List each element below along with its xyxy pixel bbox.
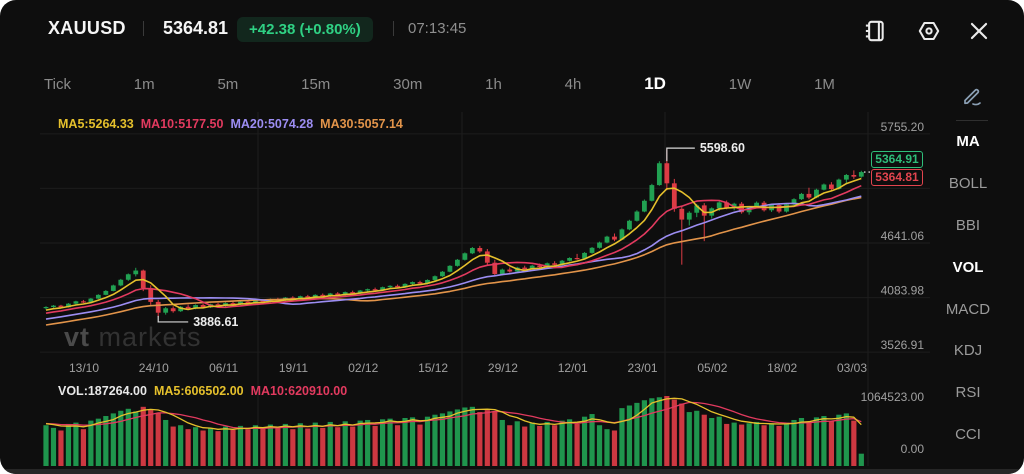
date-axis-label: 29/12 <box>488 361 518 375</box>
last-price: 5364.81 <box>163 17 229 38</box>
server-time: 07:13:45 <box>408 19 467 37</box>
indicator-RSI[interactable]: RSI <box>955 384 981 401</box>
indicator-CCI[interactable]: CCI <box>955 426 981 443</box>
timeframe-tabs: Tick 1m 5m 15m 30m 1h 4h 1D 1W 1M <box>0 62 935 106</box>
divider <box>143 21 144 36</box>
date-axis-label: 19/11 <box>279 361 308 375</box>
tab-1M[interactable]: 1M <box>814 75 835 93</box>
price-axis-label: 5755.20 <box>881 120 925 134</box>
volume-legend: VOL:187264.00 MA5:606502.00 MA10:620910.00 <box>58 384 354 398</box>
settings-icon[interactable] <box>916 18 942 44</box>
ma-legend-item: MA10:5177.50 <box>140 117 224 131</box>
sidebar-divider <box>956 120 988 121</box>
journal-icon[interactable] <box>861 18 887 44</box>
ma-legend-item: MA20:5074.28 <box>230 117 314 131</box>
bottom-edge-strip <box>0 469 1024 474</box>
tab-15m[interactable]: 15m <box>301 75 331 93</box>
price-axis-label: 4641.06 <box>881 229 925 243</box>
price-axis-label: 4083.98 <box>881 284 925 298</box>
vol-legend-item: MA10:620910.00 <box>250 384 348 398</box>
ma-legend: MA5:5264.33 MA10:5177.50 MA20:5074.28 MA30:… <box>58 117 410 131</box>
ma-legend-item: MA5:5264.33 <box>58 117 134 131</box>
date-axis-label: 24/10 <box>139 361 169 375</box>
price-axis-label: 3526.91 <box>881 338 925 352</box>
tab-1h[interactable]: 1h <box>485 75 502 93</box>
indicator-VOL[interactable]: VOL <box>952 259 984 276</box>
symbol-title: XAUUSD <box>48 17 126 38</box>
top-bar: XAUUSD 5364.81 +42.38 (+0.80%) 07:13:45 <box>0 0 1024 56</box>
date-axis-label: 15/12 <box>418 361 448 375</box>
indicator-MA[interactable]: MA <box>956 133 980 150</box>
tab-1W[interactable]: 1W <box>728 75 752 93</box>
broker-watermark: vt markets <box>64 322 202 352</box>
divider <box>393 21 394 36</box>
ma-legend-item: MA30:5057.14 <box>320 117 403 131</box>
vol-legend-item: VOL:187264.00 <box>58 384 147 398</box>
tab-1D[interactable]: 1D <box>644 74 666 93</box>
low-price-annotation: 3886.61 <box>193 315 238 329</box>
date-axis-label: 03/03 <box>837 361 867 375</box>
tab-4h[interactable]: 4h <box>564 75 582 93</box>
tab-5m[interactable]: 5m <box>217 75 239 93</box>
volume-axis-label: 0.00 <box>901 442 925 456</box>
price-change-badge: +42.38 (+0.80%) <box>237 17 373 42</box>
indicator-BBI[interactable]: BBI <box>955 217 981 234</box>
ask-price-badge: 5364.81 <box>871 169 923 186</box>
date-axis-label: 13/10 <box>69 361 99 375</box>
high-price-annotation: 5598.60 <box>700 141 745 155</box>
indicator-KDJ[interactable]: KDJ <box>953 342 983 359</box>
indicator-MACD[interactable]: MACD <box>945 301 991 318</box>
tab-1m[interactable]: 1m <box>133 75 155 93</box>
date-axis-label: 06/11 <box>209 361 238 375</box>
tab-Tick[interactable]: Tick <box>44 75 71 93</box>
date-axis-label: 02/12 <box>348 361 378 375</box>
volume-axis-label: 1064523.00 <box>861 390 925 404</box>
date-axis-label: 18/02 <box>767 361 797 375</box>
bid-price-badge: 5364.91 <box>871 151 923 168</box>
date-axis-label: 23/01 <box>628 361 658 375</box>
indicator-BOLL[interactable]: BOLL <box>948 175 988 192</box>
date-axis-label: 12/01 <box>558 361 588 375</box>
indicator-sidebar: MA BOLL BBI VOL MACD KDJ RSI CCI <box>932 60 1024 474</box>
draw-tool-pencil-icon[interactable] <box>960 84 984 108</box>
close-icon[interactable] <box>966 18 992 44</box>
vol-legend-item: MA5:606502.00 <box>153 384 244 398</box>
date-axis-label: 05/02 <box>697 361 727 375</box>
tab-30m[interactable]: 30m <box>393 75 423 93</box>
